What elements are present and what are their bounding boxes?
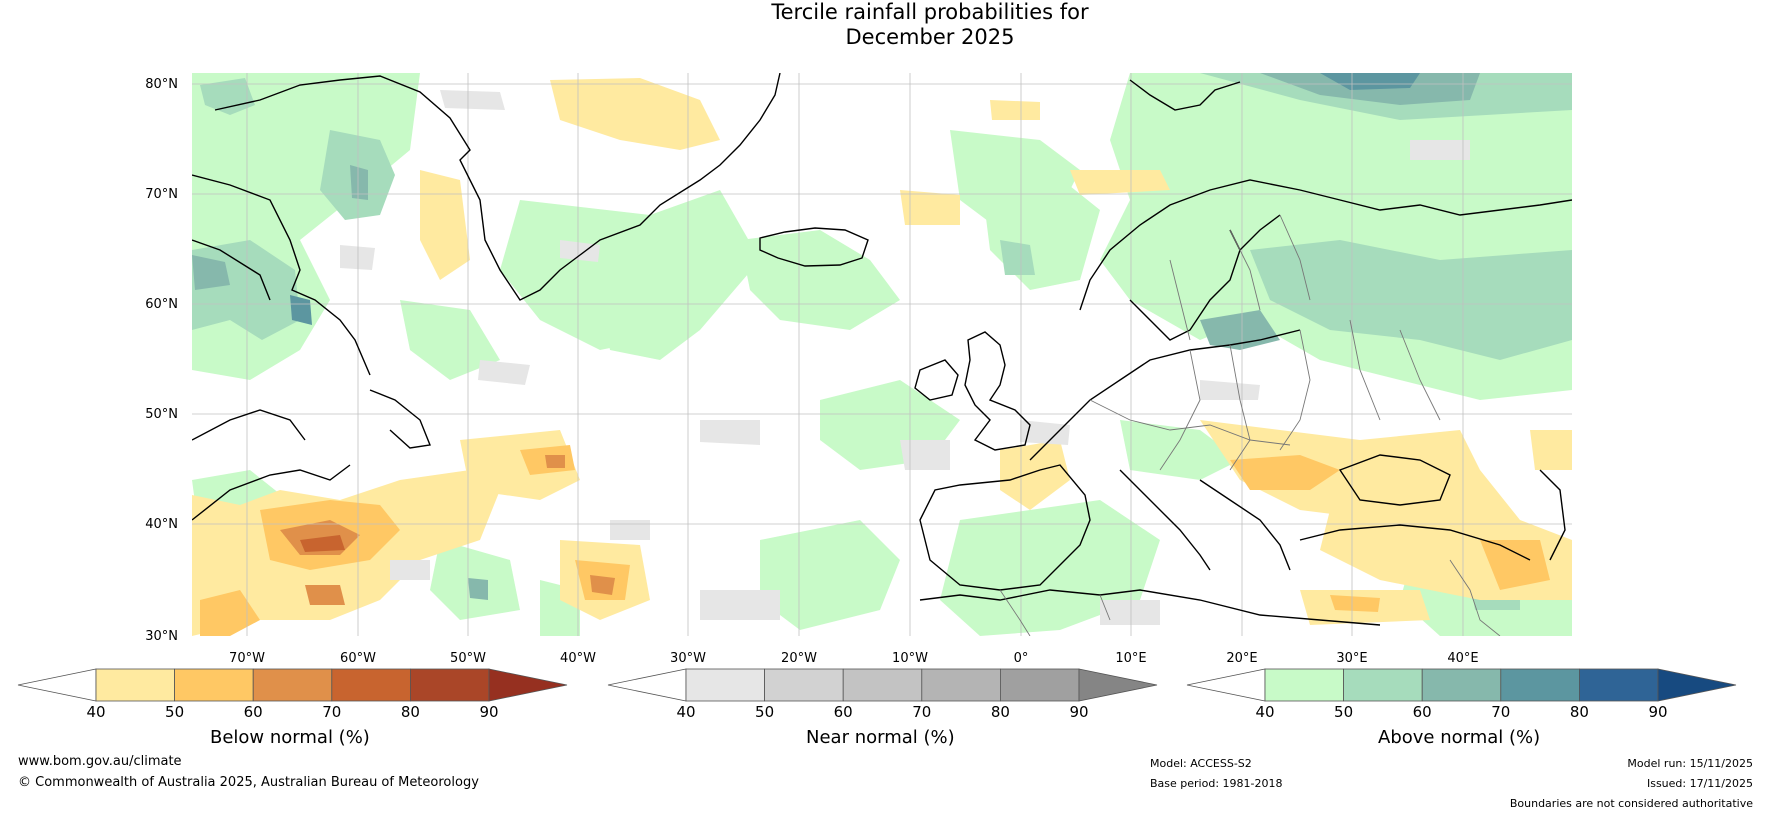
colorbar-tick-label: 60 — [244, 703, 263, 721]
colorbar-segment — [1343, 668, 1423, 702]
colorbar-segment — [1500, 668, 1580, 702]
colorbar-tick-label: 40 — [1255, 703, 1274, 721]
lon-label: 0° — [1014, 651, 1029, 666]
model-run-text: Model run: 15/11/2025 — [1627, 757, 1753, 770]
colorbar-tick-label: 70 — [1491, 703, 1510, 721]
legend-title-near: Near normal (%) — [806, 727, 955, 748]
colorbar-segment — [409, 668, 490, 702]
lon-label: 70°W — [229, 651, 265, 666]
colorbar-segment — [921, 668, 1001, 702]
colorbar-segment — [685, 668, 765, 702]
base-period-text: Base period: 1981-2018 — [1150, 777, 1283, 790]
colorbar-tick-label: 90 — [1648, 703, 1667, 721]
colorbar-tick-label: 80 — [1570, 703, 1589, 721]
coastlines — [192, 73, 1572, 626]
lat-label: 80°N — [145, 77, 178, 92]
colorbar-segment — [252, 668, 333, 702]
near-normal-patches — [340, 90, 1470, 625]
lon-label: 40°E — [1447, 651, 1478, 666]
legend-title-above: Above normal (%) — [1378, 727, 1541, 748]
disclaimer-text: Boundaries are not considered authoritat… — [1509, 797, 1753, 810]
legend-below-normal: 40 50 60 70 80 90 — [17, 668, 568, 721]
colorbar-extend-high — [488, 668, 568, 702]
legend-near-normal: 40 50 60 70 80 90 — [607, 668, 1158, 721]
colorbar-tick-label: 90 — [1069, 703, 1088, 721]
colorbar-segment — [842, 668, 923, 702]
lon-label: 10°E — [1115, 651, 1146, 666]
lat-label: 70°N — [145, 187, 178, 202]
colorbar-tick-label: 50 — [755, 703, 774, 721]
colorbar-extend-low — [607, 668, 687, 702]
lat-label: 30°N — [145, 629, 178, 644]
above-normal-patches — [192, 73, 1572, 636]
colorbar-segment — [331, 668, 411, 702]
colorbar-segment — [1264, 668, 1344, 702]
colorbar-tick-label: 50 — [165, 703, 184, 721]
colorbar-tick-label: 50 — [1334, 703, 1353, 721]
colorbar-tick-label: 70 — [322, 703, 341, 721]
colorbar-tick-label: 40 — [86, 703, 105, 721]
lon-label: 50°W — [450, 651, 486, 666]
longitude-labels: 70°W 60°W 50°W 40°W 30°W 20°W 10°W 0° 10… — [229, 651, 1479, 666]
colorbar-segment — [95, 668, 175, 702]
website-text: www.bom.gov.au/climate — [18, 754, 182, 769]
colorbar-segment — [1000, 668, 1080, 702]
title-line-1: Tercile rainfall probabilities for — [771, 0, 1089, 24]
lon-label: 30°W — [670, 651, 706, 666]
graticule — [192, 73, 1572, 636]
colorbar-segment — [764, 668, 844, 702]
legend-title-below: Below normal (%) — [210, 727, 370, 748]
colorbar-extend-low — [17, 668, 97, 702]
colorbar-tick-label: 60 — [1413, 703, 1432, 721]
lon-label: 30°E — [1336, 651, 1367, 666]
colorbar-segment — [1579, 668, 1659, 702]
colorbar-segment — [174, 668, 254, 702]
colorbar-extend-high — [1078, 668, 1158, 702]
colorbar-tick-label: 80 — [401, 703, 420, 721]
lon-label: 60°W — [340, 651, 376, 666]
lat-label: 50°N — [145, 407, 178, 422]
lon-label: 20°E — [1226, 651, 1257, 666]
colorbar-tick-label: 70 — [912, 703, 931, 721]
lat-label: 60°N — [145, 297, 178, 312]
country-borders — [999, 214, 1501, 636]
colorbar-extend-high — [1657, 668, 1737, 702]
title-line-2: December 2025 — [845, 25, 1015, 49]
map-title: Tercile rainfall probabilities for Decem… — [0, 0, 1770, 50]
lon-label: 10°W — [892, 651, 928, 666]
colorbar-tick-label: 60 — [834, 703, 853, 721]
lat-label: 40°N — [145, 517, 178, 532]
map-area — [192, 73, 1572, 636]
legend-above-normal: 40 50 60 70 80 90 — [1186, 668, 1737, 721]
latitude-labels: 80°N 70°N 60°N 50°N 40°N 30°N — [145, 77, 178, 644]
lon-label: 20°W — [781, 651, 817, 666]
colorbar-tick-label: 40 — [676, 703, 695, 721]
colorbar-extend-low — [1186, 668, 1266, 702]
issued-text: Issued: 17/11/2025 — [1646, 777, 1753, 790]
copyright-text: © Commonwealth of Australia 2025, Austra… — [18, 775, 479, 790]
colorbar-segment — [1421, 668, 1502, 702]
colorbar-tick-label: 80 — [991, 703, 1010, 721]
model-text: Model: ACCESS-S2 — [1150, 757, 1252, 770]
lon-label: 40°W — [560, 651, 596, 666]
colorbar-tick-label: 90 — [479, 703, 498, 721]
